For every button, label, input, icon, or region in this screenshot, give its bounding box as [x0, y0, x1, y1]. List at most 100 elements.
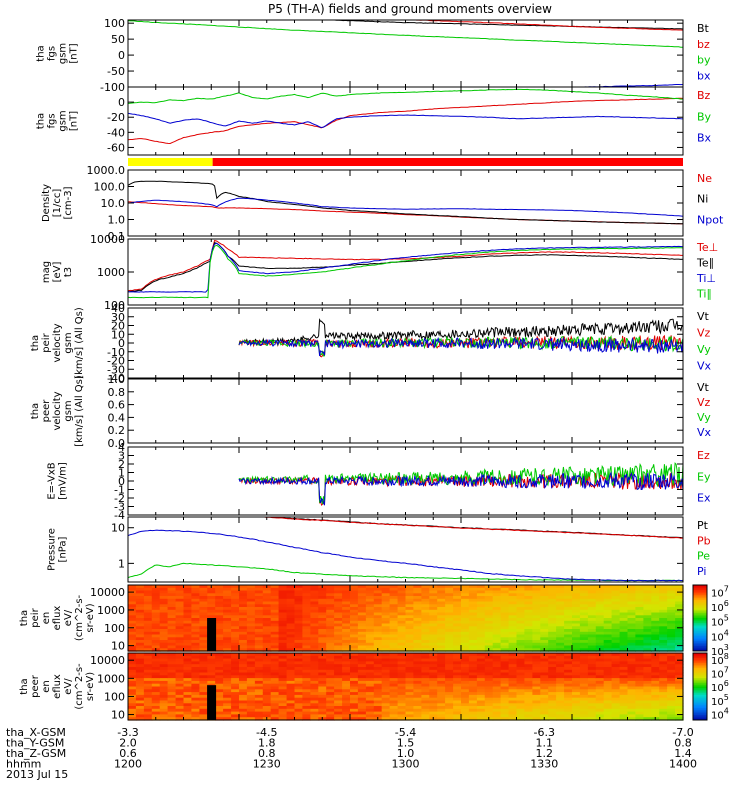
- spectrogram-cell: [611, 680, 621, 685]
- spectrogram-cell: [603, 645, 613, 649]
- spectrogram-cell: [476, 669, 486, 674]
- spectrogram-cell: [500, 620, 510, 625]
- spectrogram-cell: [326, 629, 335, 633]
- colorbar-tick-label: 104: [711, 628, 729, 643]
- spectrogram-cell: [239, 620, 248, 625]
- spectrogram-cell: [564, 686, 573, 690]
- spectrogram-cell: [587, 661, 597, 665]
- spectrogram-cell: [611, 667, 621, 671]
- legend-label: Bz: [697, 89, 711, 102]
- spectrogram-cell: [468, 700, 478, 704]
- spectrogram-cell: [199, 680, 208, 685]
- y-axis-label: tha: [36, 45, 47, 61]
- spectrogram-cell: [445, 683, 454, 688]
- spectrogram-cell: [453, 697, 462, 702]
- spectrogram-cell: [183, 689, 192, 693]
- spectrogram-cell: [223, 655, 232, 660]
- spectrogram-cell: [373, 686, 383, 690]
- spectrogram-cell: [508, 717, 518, 721]
- spectrogram-cell: [357, 634, 367, 638]
- spectrogram-cell: [445, 629, 454, 633]
- spectrogram-cell: [175, 692, 185, 696]
- spectrogram-cell: [294, 717, 303, 721]
- spectrogram-cell: [500, 593, 510, 597]
- spectrogram-cell: [231, 664, 240, 668]
- spectrogram-cell: [334, 706, 343, 710]
- spectrogram-cell: [143, 587, 153, 592]
- spectrogram-cell: [556, 634, 565, 638]
- spectrogram-cell: [445, 615, 454, 619]
- spectrogram-cell: [294, 667, 303, 671]
- spectrogram-cell: [413, 700, 422, 704]
- spectrogram-cell: [239, 664, 248, 668]
- spectrogram-cell: [627, 655, 636, 660]
- spectrogram-cell: [675, 604, 684, 608]
- spectrogram-cell: [635, 664, 644, 668]
- spectrogram-cell: [484, 664, 494, 668]
- spectrogram-cell: [310, 618, 319, 622]
- spectrogram-cell: [254, 623, 264, 627]
- spectrogram-cell: [405, 711, 414, 715]
- spectrogram-cell: [365, 661, 375, 665]
- spectrogram-cell: [159, 675, 169, 679]
- spectrogram-cell: [270, 598, 280, 603]
- legend-label: Te∥: [696, 257, 714, 270]
- spectrogram-cell: [651, 631, 660, 636]
- spectrogram-cell: [143, 596, 153, 600]
- spectrogram-cell: [143, 706, 153, 710]
- spectrogram-cell: [294, 686, 303, 690]
- spectrogram-cell: [151, 678, 161, 682]
- spectrogram-cell: [246, 680, 256, 685]
- spectrogram-cell: [508, 596, 518, 600]
- spectrogram-cell: [492, 593, 502, 597]
- spectrogram-cell: [587, 609, 597, 614]
- spectrogram-cell: [627, 612, 636, 616]
- spectrogram-cell: [223, 692, 232, 696]
- spectrogram-cell: [246, 678, 256, 682]
- y-tick-label: -10: [107, 346, 125, 359]
- spectrogram-cell: [286, 618, 296, 622]
- spectrogram-cell: [548, 601, 557, 605]
- spectrogram-cell: [429, 703, 438, 707]
- spectrogram-cell: [492, 708, 502, 713]
- spectrogram-cell: [294, 711, 303, 715]
- spectrogram-cell: [461, 653, 470, 657]
- spectrogram-cell: [175, 645, 185, 649]
- spectrogram-cell: [223, 653, 232, 657]
- spectrogram-cell: [627, 620, 636, 625]
- spectrogram-cell: [548, 598, 557, 603]
- spectrogram-cell: [405, 596, 414, 600]
- spectrogram-cell: [603, 634, 613, 638]
- spectrogram-cell: [429, 642, 438, 647]
- spectrogram-cell: [357, 604, 367, 608]
- spectrogram-cell: [445, 675, 454, 679]
- spectrogram-cell: [484, 590, 494, 594]
- spectrogram-cell: [635, 642, 644, 647]
- spectrogram-cell: [199, 689, 208, 693]
- series-Bx: [128, 112, 683, 129]
- spectrogram-cell: [659, 655, 668, 660]
- spectrogram-cell: [246, 675, 256, 679]
- spectrogram-cell: [143, 692, 153, 696]
- spectrogram-cell: [270, 703, 280, 707]
- spectrogram-cell: [175, 661, 185, 665]
- spectrogram-cell: [484, 711, 494, 715]
- y-tick-label: -3: [114, 501, 125, 514]
- spectrogram-cell: [254, 680, 264, 685]
- spectrogram-cell: [357, 623, 367, 627]
- spectrogram-cell: [278, 585, 288, 589]
- spectrogram-cell: [143, 648, 153, 652]
- y-axis-label: Density: [41, 184, 52, 222]
- spectrogram-cell: [667, 714, 676, 718]
- spectrogram-cell: [611, 694, 621, 699]
- spectrogram-cell: [223, 714, 232, 718]
- series-Pb: [256, 517, 683, 539]
- spectrogram-cell: [286, 648, 296, 652]
- spectrogram-cell: [128, 618, 137, 622]
- spectrogram-cell: [199, 631, 208, 636]
- spectrogram-cell: [516, 692, 525, 696]
- spectrogram-cell: [357, 590, 367, 594]
- spectrogram-cell: [445, 634, 454, 638]
- spectrogram-cell: [595, 612, 605, 616]
